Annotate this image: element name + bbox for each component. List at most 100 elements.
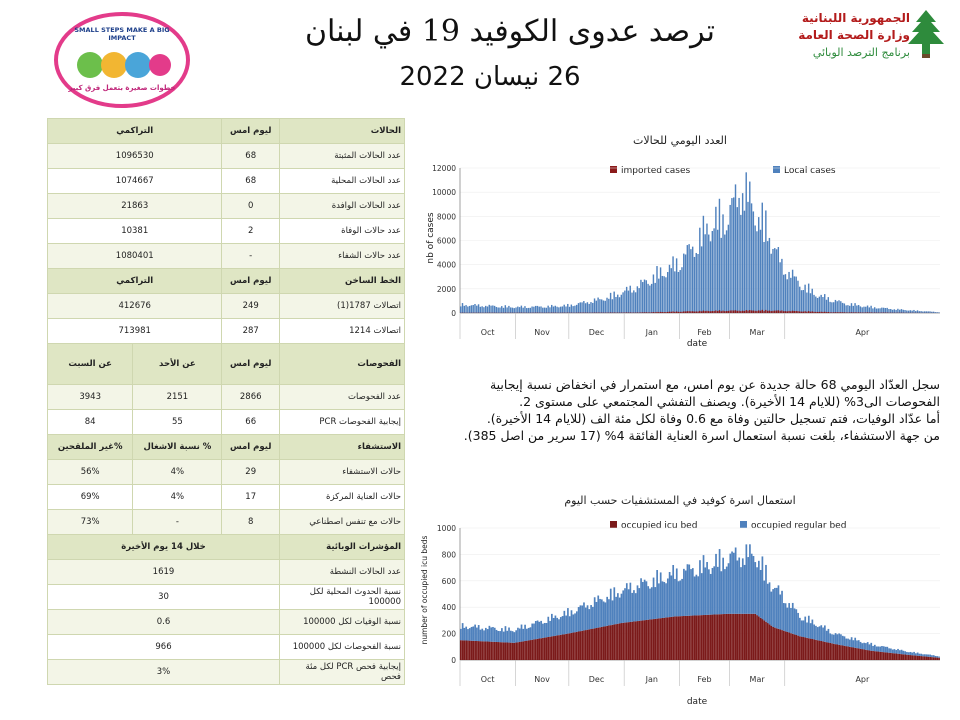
bar-icu [725,613,728,660]
bar-icu [524,640,526,660]
bar-imported [854,312,856,313]
bar-local [658,278,660,313]
bar-imported [740,311,742,313]
hotline-header-yesterday: ليوم امس [221,268,280,294]
bar-icu [763,620,766,660]
bar-local [509,307,512,313]
bar-icu [891,653,894,660]
bar-icu [588,629,591,660]
bar-imported [699,310,701,313]
logo-top-text: SMALL STEPS MAKE A BIG IMPACT [74,26,170,42]
bar-local [477,304,480,313]
bar-regular [838,633,840,645]
bar-local [581,302,583,313]
bar-local [770,253,772,313]
bar-regular [583,602,585,631]
bar-local [779,262,781,313]
bar-regular [915,653,917,656]
y-tick-label: 600 [442,577,457,586]
bar-regular [718,549,721,615]
bar-imported [847,312,849,313]
bar-regular [875,646,878,652]
bar-regular [543,622,546,638]
bar-icu [856,648,858,660]
bar-regular [649,588,651,620]
bar-local [745,172,747,313]
bar-imported [741,310,744,313]
bar-local [697,253,699,313]
bar-regular [599,598,601,628]
bar-local [877,308,879,313]
bar-regular [831,634,833,644]
bar-local [529,307,532,313]
bar-local [524,306,526,313]
bar-regular [506,630,509,643]
bar-regular [861,643,864,650]
bar-icu [492,641,494,660]
bar-icu [502,642,505,660]
bar-local [622,292,624,313]
bar-imported [647,312,649,313]
bar-regular [611,600,614,625]
bar-local [602,300,605,313]
bar-icu [838,644,840,660]
bar-local [722,214,724,313]
bar-icu [868,650,871,660]
row-cumulative: 1080401 [46,243,223,269]
bar-icu [782,630,785,660]
bar-regular [631,592,633,622]
bar-local [702,215,705,313]
bar-regular [715,553,717,615]
bar-regular [572,614,575,633]
bar-imported [743,310,746,313]
bar-local [884,308,887,313]
bar-local [476,305,478,313]
bar-local [904,310,906,313]
bar-icu [606,625,609,660]
bar-icu [711,614,714,660]
bar-local [749,181,751,313]
bar-icu [922,656,924,660]
bar-local [932,311,935,313]
bar-icu [586,629,589,660]
tests-header: الفحوصات [279,343,405,385]
y-tick-label: 4000 [437,261,456,270]
bar-imported [729,310,731,313]
bar-regular [622,590,625,623]
bar-local [674,271,676,313]
bar-local [672,256,674,313]
bar-regular [841,635,844,646]
bar-regular [920,653,923,657]
bar-icu [504,642,507,660]
bar-icu [840,645,842,660]
row-label: نسبة الفحوصات لكل 100000 [279,634,405,660]
bar-icu [829,642,832,660]
bar-local [720,237,722,313]
bar-icu [702,615,705,660]
bar-regular [700,573,703,616]
row-label: عدد الحالات النشطة [279,559,405,585]
bar-icu [625,622,628,660]
bar-regular [906,651,908,655]
bar-icu [609,625,612,660]
bar-regular [795,609,798,636]
bar-imported [718,310,721,313]
bar-local [781,258,783,313]
bar-local [670,268,672,313]
bar-imported [658,312,660,313]
bar-regular [547,616,550,637]
row-label: عدد حالات الوفاة [279,218,405,244]
bar-icu [479,641,482,660]
bar-icu [611,624,614,660]
bar-regular [534,621,537,640]
bar-regular [645,581,648,620]
bar-local [782,274,785,313]
bar-icu [529,640,532,660]
bar-icu [542,637,544,660]
bar-regular [822,627,824,642]
bar-local [688,244,690,313]
row-value: 55 [132,409,223,435]
bar-local [931,311,933,313]
bar-icu [861,649,864,660]
bar-local [786,279,788,313]
